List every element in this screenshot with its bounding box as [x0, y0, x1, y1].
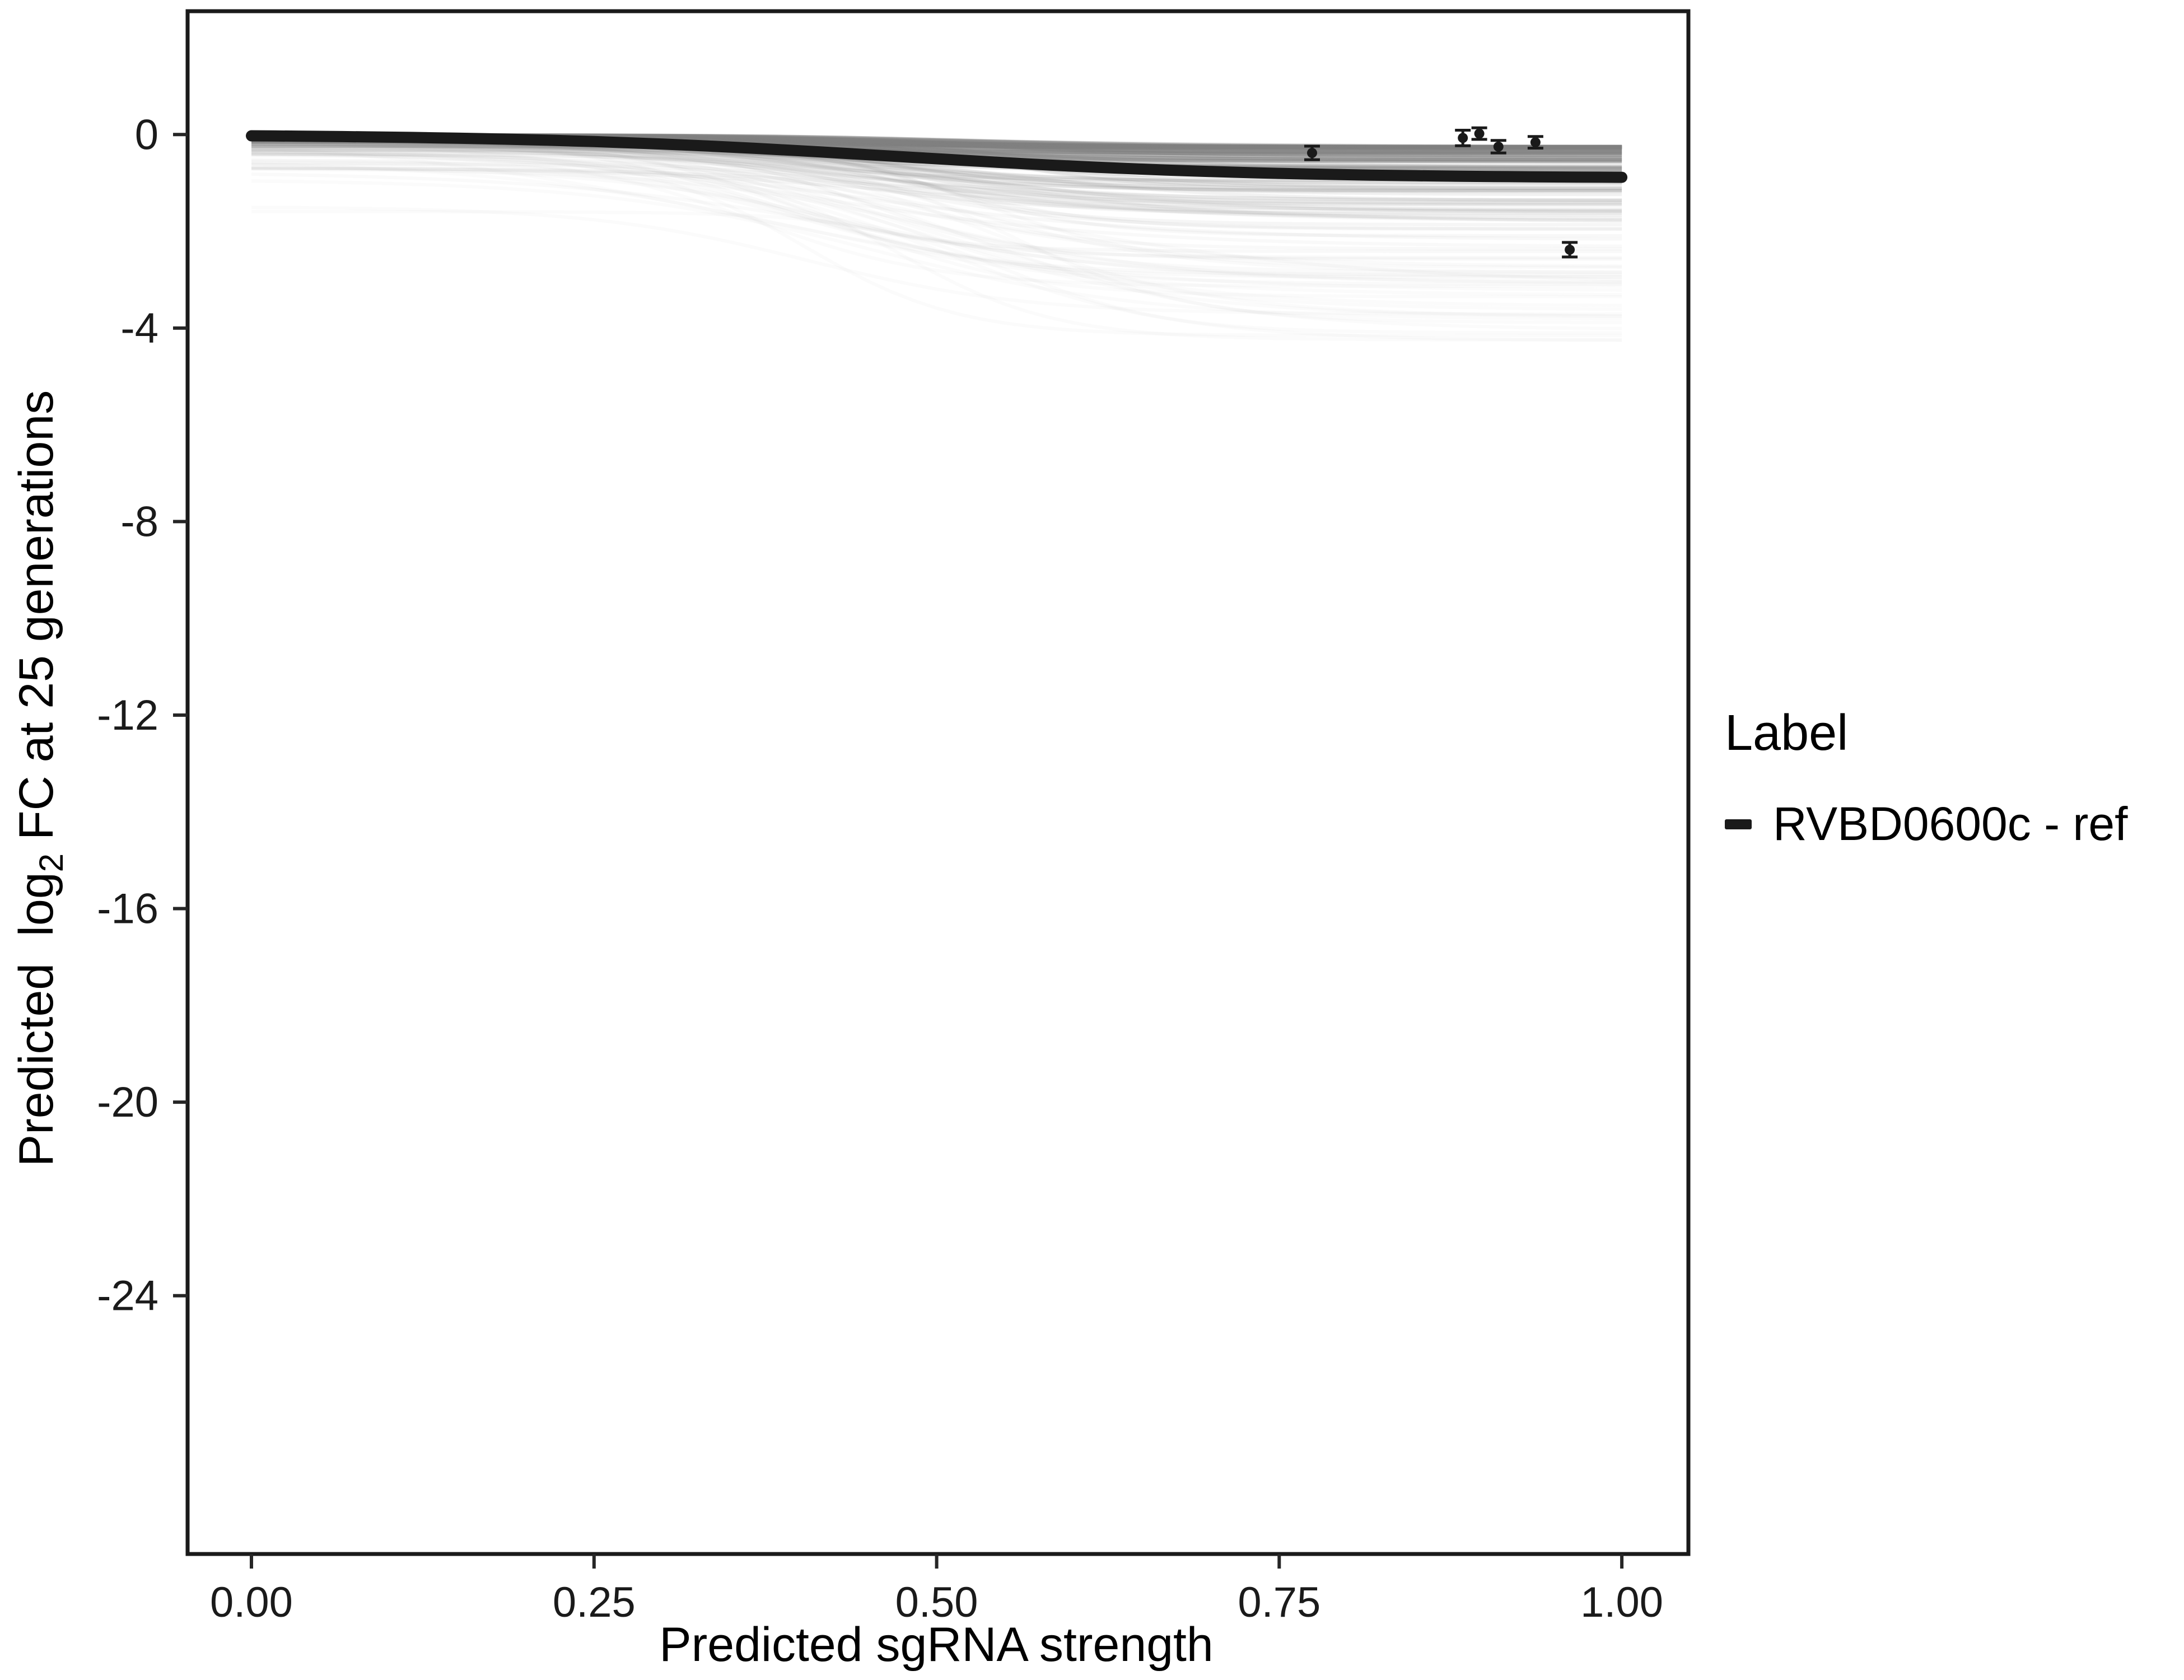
y-tick-label: -16: [97, 885, 158, 933]
y-tick-label: -24: [97, 1272, 158, 1320]
posterior-curve: [251, 143, 1622, 261]
y-tick-label: -4: [120, 305, 158, 352]
x-tick-label: 0.75: [1238, 1579, 1320, 1626]
legend-key-line: [1725, 819, 1752, 829]
posterior-curve: [251, 166, 1622, 213]
ref-curve: [246, 130, 1628, 183]
posterior-curve: [251, 148, 1622, 214]
posterior-curve: [251, 148, 1622, 197]
posterior-curve: [251, 142, 1622, 203]
y-tick-label: -12: [97, 692, 158, 739]
posterior-curve: [251, 144, 1622, 193]
x-tick-label: 0.50: [895, 1579, 978, 1626]
posterior-curve: [251, 142, 1622, 202]
data-point: [1565, 244, 1575, 255]
data-point: [1458, 133, 1468, 143]
y-axis-title-prefix: Predicted log: [9, 872, 63, 1167]
legend-entry-label: RVBD0600c - ref: [1773, 797, 2128, 850]
posterior-curve: [251, 144, 1622, 206]
posterior-curve: [251, 144, 1622, 164]
posterior-curve: [251, 146, 1622, 227]
posterior-curve: [251, 140, 1622, 253]
posterior-curve: [251, 162, 1622, 277]
legend-entry: RVBD0600c - ref: [1725, 797, 2127, 851]
y-tick-label: -8: [120, 498, 158, 545]
posterior-curve: [251, 150, 1622, 223]
posterior-curve: [251, 148, 1622, 204]
y-axis-title-suffix: FC at 25 generations: [9, 390, 63, 853]
x-tick-label: 0.00: [210, 1579, 293, 1626]
posterior-curve: [251, 142, 1622, 220]
posterior-curve: [251, 152, 1622, 206]
posterior-curve: [251, 165, 1622, 278]
posterior-curve: [251, 166, 1622, 222]
posterior-curve: [251, 139, 1622, 248]
x-axis-title: Predicted sgRNA strength: [659, 1618, 1214, 1672]
posterior-curve: [251, 152, 1622, 241]
data-point: [1307, 148, 1317, 158]
y-tick-label: 0: [135, 111, 158, 158]
data-point: [1474, 128, 1485, 139]
y-tick-label: -20: [97, 1079, 158, 1126]
data-point: [1493, 141, 1504, 152]
posterior-curve: [251, 151, 1622, 279]
legend: Label RVBD0600c - ref: [1725, 704, 2127, 851]
x-tick-label: 1.00: [1580, 1579, 1663, 1626]
y-axis-title: Predicted log2 FC at 25 generations: [9, 390, 71, 1166]
posterior-curve: [251, 162, 1622, 251]
posterior-curve: [251, 139, 1622, 274]
y-axis-title-subscript: 2: [32, 853, 71, 872]
legend-title: Label: [1725, 705, 1849, 761]
posterior-curve: [251, 140, 1622, 268]
posterior-curve: [251, 144, 1622, 274]
posterior-curve: [251, 148, 1622, 216]
data-point: [1530, 137, 1541, 148]
x-tick-label: 0.25: [553, 1579, 636, 1626]
